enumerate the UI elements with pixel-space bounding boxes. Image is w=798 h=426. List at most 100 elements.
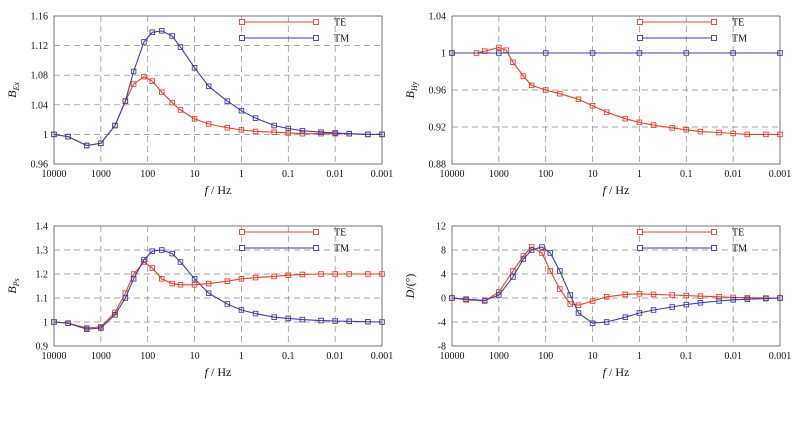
data-point-TM <box>98 140 104 147</box>
y-tick-label: 1.16 <box>31 12 49 23</box>
y-tick-label: 1.4 <box>36 222 49 233</box>
data-point-TM <box>482 297 488 304</box>
x-tick-label: 10 <box>190 169 200 180</box>
data-point-TM <box>238 107 245 114</box>
x-axis-label: f / Hz <box>205 365 232 379</box>
data-point-TM <box>589 50 596 56</box>
series-line-TM <box>53 30 382 147</box>
data-point-TE <box>510 268 516 274</box>
legend-marker-TM <box>239 245 245 251</box>
legend-marker-TE <box>313 19 319 25</box>
data-point-TE <box>271 129 277 135</box>
data-point-TM <box>252 115 259 121</box>
data-point-TM <box>112 122 118 129</box>
x-tick-label: 10000 <box>440 351 465 362</box>
data-point-TM <box>112 312 118 318</box>
data-point-TE <box>622 115 629 122</box>
data-point-TM <box>346 318 352 325</box>
data-point-TE <box>169 280 175 287</box>
data-point-TM <box>299 127 306 134</box>
legend-marker-TE <box>711 19 717 25</box>
x-tick-label: 100 <box>140 351 155 362</box>
data-point-TM <box>528 247 535 253</box>
data-point-TE <box>177 282 184 288</box>
data-point-TE <box>299 130 306 137</box>
y-tick-label: 1.08 <box>31 71 49 82</box>
series-line-TM <box>451 246 781 324</box>
plot-frame <box>53 225 383 347</box>
data-point-TM <box>449 295 455 301</box>
data-point-TE <box>271 273 277 280</box>
x-tick-label: 0.001 <box>371 351 394 362</box>
data-point-TM <box>191 276 198 282</box>
legend-marker-TE <box>637 229 643 235</box>
data-point-TE <box>636 291 643 297</box>
data-point-TM <box>318 317 324 324</box>
data-point-TM <box>130 276 137 282</box>
data-point-TE <box>332 271 338 277</box>
legend-marker-TM <box>711 245 717 251</box>
data-point-TE <box>205 280 212 287</box>
data-point-TM <box>520 256 527 262</box>
data-point-TM <box>332 130 338 136</box>
data-point-TM <box>51 131 57 138</box>
data-point-TM <box>622 314 629 320</box>
data-point-TM <box>238 307 245 313</box>
data-point-TE <box>496 44 502 51</box>
data-point-TE <box>567 301 573 307</box>
chart-panel-1: 10000 1000 100 10 1 0.1 0.01 0.001 0.96 1 1.04 1.08… <box>5 12 393 198</box>
data-point-TE <box>763 131 769 138</box>
data-point-TE <box>557 286 563 292</box>
x-axis-unit: / Hz <box>208 365 231 379</box>
data-point-TM <box>463 296 469 302</box>
legend-marker-TM <box>637 245 643 251</box>
x-tick-label: 1000 <box>91 351 111 362</box>
data-point-TE <box>159 276 165 282</box>
data-point-TM <box>510 274 516 280</box>
data-point-TM <box>567 292 573 298</box>
x-axis-variable: f <box>205 183 210 197</box>
series-line-TE <box>451 246 780 306</box>
data-point-TE <box>730 130 736 137</box>
x-tick-label: 1000 <box>489 169 509 180</box>
data-point-TE <box>224 124 231 131</box>
data-point-TM <box>683 50 690 56</box>
data-point-TE <box>238 276 245 282</box>
data-point-TE <box>528 244 535 250</box>
data-point-TE <box>191 116 198 122</box>
x-axis-label: f / Hz <box>603 365 630 379</box>
data-point-TE <box>130 81 137 87</box>
data-point-TE <box>528 82 535 89</box>
y-axis-variable: B <box>403 90 417 98</box>
x-tick-label: 1000 <box>91 169 111 180</box>
y-axis-variable: B <box>5 286 19 294</box>
x-tick-label: 1000 <box>489 351 509 362</box>
y-tick-label: 8 <box>441 246 446 257</box>
data-point-TM <box>777 295 783 301</box>
x-tick-label: 0.1 <box>680 169 693 180</box>
y-axis-variable: B <box>5 90 19 98</box>
legend-marker-TE <box>711 229 717 235</box>
data-point-TE <box>238 127 245 133</box>
y-axis-label: D/(°) <box>403 274 417 300</box>
x-axis-unit: / Hz <box>606 183 629 197</box>
y-tick-label: 0.96 <box>31 160 49 171</box>
y-axis-label: BHy <box>403 81 419 98</box>
legend-label-TM: TM <box>732 34 747 45</box>
data-point-TM <box>205 290 212 296</box>
data-point-TE <box>510 59 516 66</box>
data-point-TM <box>271 122 277 129</box>
y-axis-variable: D <box>403 289 417 299</box>
data-point-TM <box>650 307 657 313</box>
data-point-TM <box>130 68 137 75</box>
data-point-TM <box>332 318 338 324</box>
data-point-TM <box>285 125 292 132</box>
legend-marker-TM <box>711 35 717 41</box>
y-axis-label: BPs <box>5 278 21 293</box>
x-tick-label: 0.01 <box>724 351 742 362</box>
y-tick-label: 0.9 <box>36 342 49 353</box>
data-point-TM <box>542 50 549 56</box>
data-point-TM <box>141 256 147 263</box>
x-tick-label: 100 <box>140 169 155 180</box>
data-point-TM <box>177 259 184 265</box>
